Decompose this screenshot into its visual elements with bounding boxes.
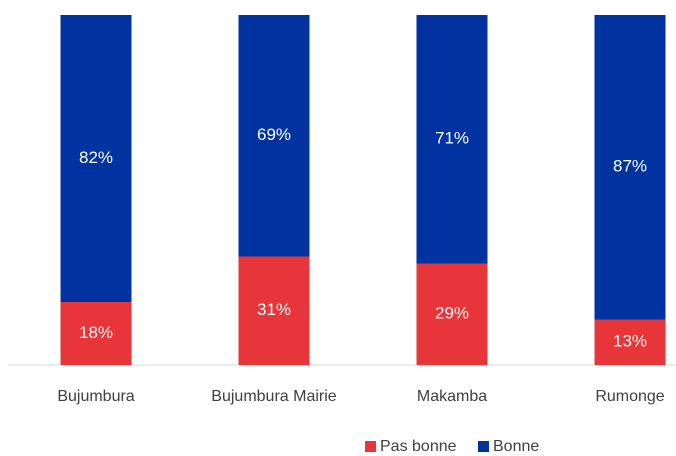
legend-label: Bonne xyxy=(493,438,539,455)
data-label: 69% xyxy=(257,125,291,144)
data-label: 13% xyxy=(613,332,647,351)
bar-segment xyxy=(416,15,488,264)
data-label: 82% xyxy=(79,148,113,167)
data-label: 31% xyxy=(257,300,291,319)
legend-swatch xyxy=(365,441,376,452)
bar-segment xyxy=(416,263,488,365)
data-label: 29% xyxy=(435,304,469,323)
data-label: 71% xyxy=(435,129,469,148)
x-tick-label: Bujumbura Mairie xyxy=(211,388,336,405)
bar-segment xyxy=(594,15,666,320)
x-tick-label: Bujumbura xyxy=(57,388,134,405)
bar-segment xyxy=(60,15,132,302)
bar-segment xyxy=(594,319,666,365)
bar-segment xyxy=(60,302,132,365)
data-label: 87% xyxy=(613,157,647,176)
data-label: 18% xyxy=(79,323,113,342)
legend-label: Pas bonne xyxy=(380,438,457,455)
bar-segment xyxy=(238,256,310,365)
x-tick-label: Rumonge xyxy=(595,388,664,405)
legend-swatch xyxy=(478,441,489,452)
bar-segment xyxy=(238,15,310,257)
x-tick-label: Makamba xyxy=(417,388,487,405)
